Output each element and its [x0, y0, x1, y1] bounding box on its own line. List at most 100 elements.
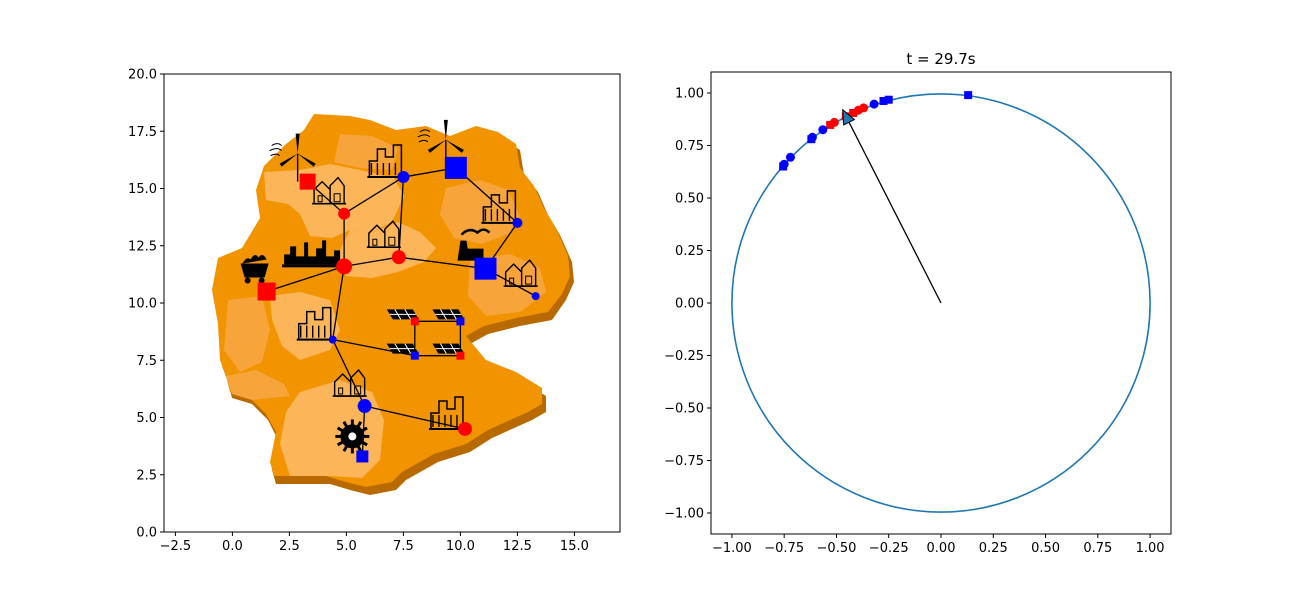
network-node [391, 250, 406, 265]
wind-turbine-icon [269, 133, 316, 182]
right-x-tick-label: 0.50 [1031, 541, 1060, 556]
network-edge [361, 406, 366, 457]
skyline-icon [282, 240, 345, 268]
network-node [336, 258, 353, 275]
phase-point [884, 95, 893, 104]
city-icon [296, 306, 333, 341]
right-y-tick-label: 0.75 [675, 139, 704, 154]
network-node [257, 282, 276, 301]
phase-point [779, 162, 788, 171]
left-y-tick-label: 17.5 [128, 125, 157, 140]
network-edge [332, 266, 345, 340]
right-y-tick-label: 1.00 [675, 87, 704, 102]
network-node [457, 421, 472, 436]
phase-point [879, 96, 888, 105]
network-node [338, 207, 351, 220]
right-x-tick-label: 0.75 [1083, 541, 1112, 556]
phase-point [826, 120, 835, 129]
unit-circle [731, 93, 1151, 513]
solar-panel-icon [386, 309, 419, 320]
network-edge [343, 176, 404, 215]
network-node [410, 317, 419, 326]
phase-point [818, 125, 828, 135]
network-node [397, 171, 410, 184]
left-y-tick-label: 7.5 [136, 354, 157, 369]
right-y-axis: −1.00 −0.75 −0.50 −0.25 0.00 0.25 0.50 0.75 1.00 [664, 87, 711, 522]
network-node [299, 173, 316, 190]
right-x-tick-label: 1.00 [1136, 541, 1165, 556]
network-edge [332, 339, 366, 407]
phase-circle-axes: t = 29.7s −1.00 −0.75 −0.50 −0.25 0.00 0.25 0.… [664, 50, 1172, 556]
chart-title: t = 29.7s [906, 50, 975, 68]
left-y-tick-label: 2.5 [136, 468, 157, 483]
mean-arrow-head [842, 108, 856, 126]
city-icon [481, 190, 518, 224]
network-edge [344, 256, 399, 268]
network-node [474, 257, 497, 280]
right-y-tick-label: 0.50 [675, 192, 704, 207]
left-y-tick-label: 5.0 [136, 411, 157, 426]
network-node [512, 217, 523, 228]
hydro-wheel-icon [335, 419, 370, 454]
right-x-axis: −1.00 −0.75 −0.50 −0.25 0.00 0.25 0.50 0.75 1.00 [712, 534, 1165, 556]
network-node [531, 292, 540, 301]
right-y-tick-label: −0.50 [664, 402, 704, 417]
town-icon [312, 176, 347, 205]
network-edge [364, 405, 466, 430]
network-map-axes: −2.5 0.0 2.5 5.0 7.5 10.0 12.5 15.0 0.02.55.07.… [128, 68, 621, 554]
right-x-tick-label: −1.00 [712, 541, 752, 556]
left-x-tick-label: 0.0 [222, 539, 243, 554]
network-node [444, 156, 467, 179]
right-y-tick-label: 0.25 [675, 244, 704, 259]
phase-point [785, 152, 795, 162]
mean-arrow [842, 108, 942, 304]
solar-panel-icon [432, 309, 465, 320]
network-edge [398, 256, 486, 270]
network-nodes [257, 156, 540, 463]
phase-point [849, 108, 858, 117]
right-y-tick-label: −1.00 [664, 507, 704, 522]
right-y-tick-label: −0.25 [664, 349, 704, 364]
network-node [357, 399, 372, 414]
right-y-tick-label: −0.75 [664, 454, 704, 469]
phase-points [779, 91, 973, 171]
coal-cart-icon [240, 254, 269, 284]
map-region [334, 134, 398, 170]
phase-point [869, 99, 879, 109]
left-x-tick-label: 15.0 [560, 539, 589, 554]
right-x-tick-label: −0.25 [869, 541, 909, 556]
mean-arrow-shaft [848, 121, 942, 304]
right-x-tick-label: 0.00 [927, 541, 956, 556]
left-y-axis: 0.0 2.5 5.0 7.5 10.0 12.5 15.0 17.5 20.0 [128, 68, 164, 541]
town-icon [366, 220, 401, 248]
network-edge [332, 339, 415, 357]
map-region [224, 296, 270, 372]
left-y-tick-label: 20.0 [128, 68, 157, 83]
map-region [226, 370, 290, 400]
right-y-tick-label: 0.00 [675, 297, 704, 312]
phase-point [964, 91, 973, 100]
left-y-tick-label: 10.0 [128, 297, 157, 312]
network-edge [266, 265, 345, 293]
network-node [328, 335, 337, 344]
network-edge [398, 177, 405, 258]
left-x-tick-label: 7.5 [393, 539, 414, 554]
left-x-tick-label: 10.0 [446, 539, 475, 554]
right-x-tick-label: −0.50 [817, 541, 857, 556]
left-x-tick-label: 5.0 [336, 539, 357, 554]
left-y-tick-label: 0.0 [136, 526, 157, 541]
left-x-axis: −2.5 0.0 2.5 5.0 7.5 10.0 12.5 15.0 [160, 532, 589, 554]
right-x-tick-label: 0.25 [979, 541, 1008, 556]
left-x-tick-label: 2.5 [279, 539, 300, 554]
left-y-tick-label: 12.5 [128, 239, 157, 254]
solar-panel-icon [432, 343, 465, 354]
network-node [456, 317, 465, 326]
left-x-tick-label: −2.5 [160, 539, 192, 554]
left-x-tick-label: 12.5 [503, 539, 532, 554]
right-x-tick-label: −0.75 [764, 541, 804, 556]
left-y-tick-label: 15.0 [128, 182, 157, 197]
germany-map [212, 114, 574, 495]
town-icon [332, 368, 367, 397]
network-node [410, 351, 419, 360]
